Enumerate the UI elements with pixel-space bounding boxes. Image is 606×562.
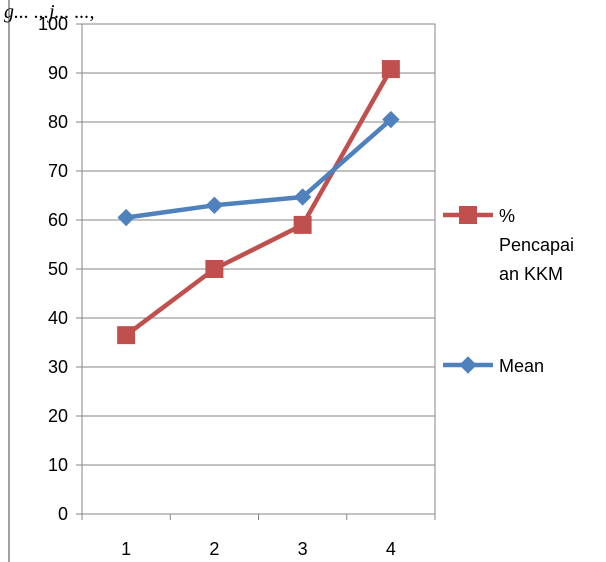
y-tick-label-80: 80 — [48, 112, 68, 132]
legend: % Pencapai an KKM Mean — [443, 206, 574, 376]
legend-label-0-line-0: % — [499, 206, 515, 226]
y-tick-label-60: 60 — [48, 210, 68, 230]
x-tick-label-2: 2 — [209, 539, 219, 559]
legend-label-0-line-2: an KKM — [499, 264, 563, 284]
y-tick-label-30: 30 — [48, 357, 68, 377]
x-tick-labels: 1 2 3 4 — [121, 539, 396, 559]
x-tick-label-1: 1 — [121, 539, 131, 559]
series-0-point-2 — [205, 260, 224, 278]
series-0-point-4 — [381, 60, 400, 79]
series-line-0 — [123, 66, 394, 338]
y-tick-label-70: 70 — [48, 161, 68, 181]
series-line-1 — [123, 117, 394, 220]
y-tick-label-90: 90 — [48, 63, 68, 83]
legend-marker-0 — [459, 206, 477, 224]
legend-marker-1 — [459, 356, 477, 374]
x-tick-label-4: 4 — [386, 539, 396, 559]
legend-label-0-line-1: Pencapai — [499, 235, 574, 255]
series-0-point-3 — [293, 215, 312, 234]
y-tick-label-10: 10 — [48, 455, 68, 475]
y-tick-label-100: 100 — [38, 14, 68, 34]
series-group — [117, 60, 400, 345]
y-tick-label-0: 0 — [58, 504, 68, 524]
series-1-point-1 — [117, 208, 135, 227]
x-tick-label-3: 3 — [298, 539, 308, 559]
series-1-point-4 — [382, 110, 400, 129]
series-1-point-3 — [293, 188, 312, 206]
y-tick-label-40: 40 — [48, 308, 68, 328]
series-1-point-2 — [205, 196, 224, 215]
legend-item-0: % Pencapai an KKM — [443, 206, 574, 284]
legend-label-1-line-0: Mean — [499, 356, 544, 376]
gridlines — [81, 23, 436, 515]
axes — [76, 23, 436, 520]
caption-fragment: g... ...j... ..., — [4, 1, 95, 23]
y-tick-label-20: 20 — [48, 406, 68, 426]
series-0-point-1 — [117, 326, 136, 345]
series-0 — [117, 60, 400, 345]
legend-item-1: Mean — [443, 356, 544, 376]
y-tick-labels: 0 10 20 30 40 50 60 70 80 90 100 — [38, 14, 68, 524]
y-tick-label-50: 50 — [48, 259, 68, 279]
series-1 — [117, 110, 400, 227]
